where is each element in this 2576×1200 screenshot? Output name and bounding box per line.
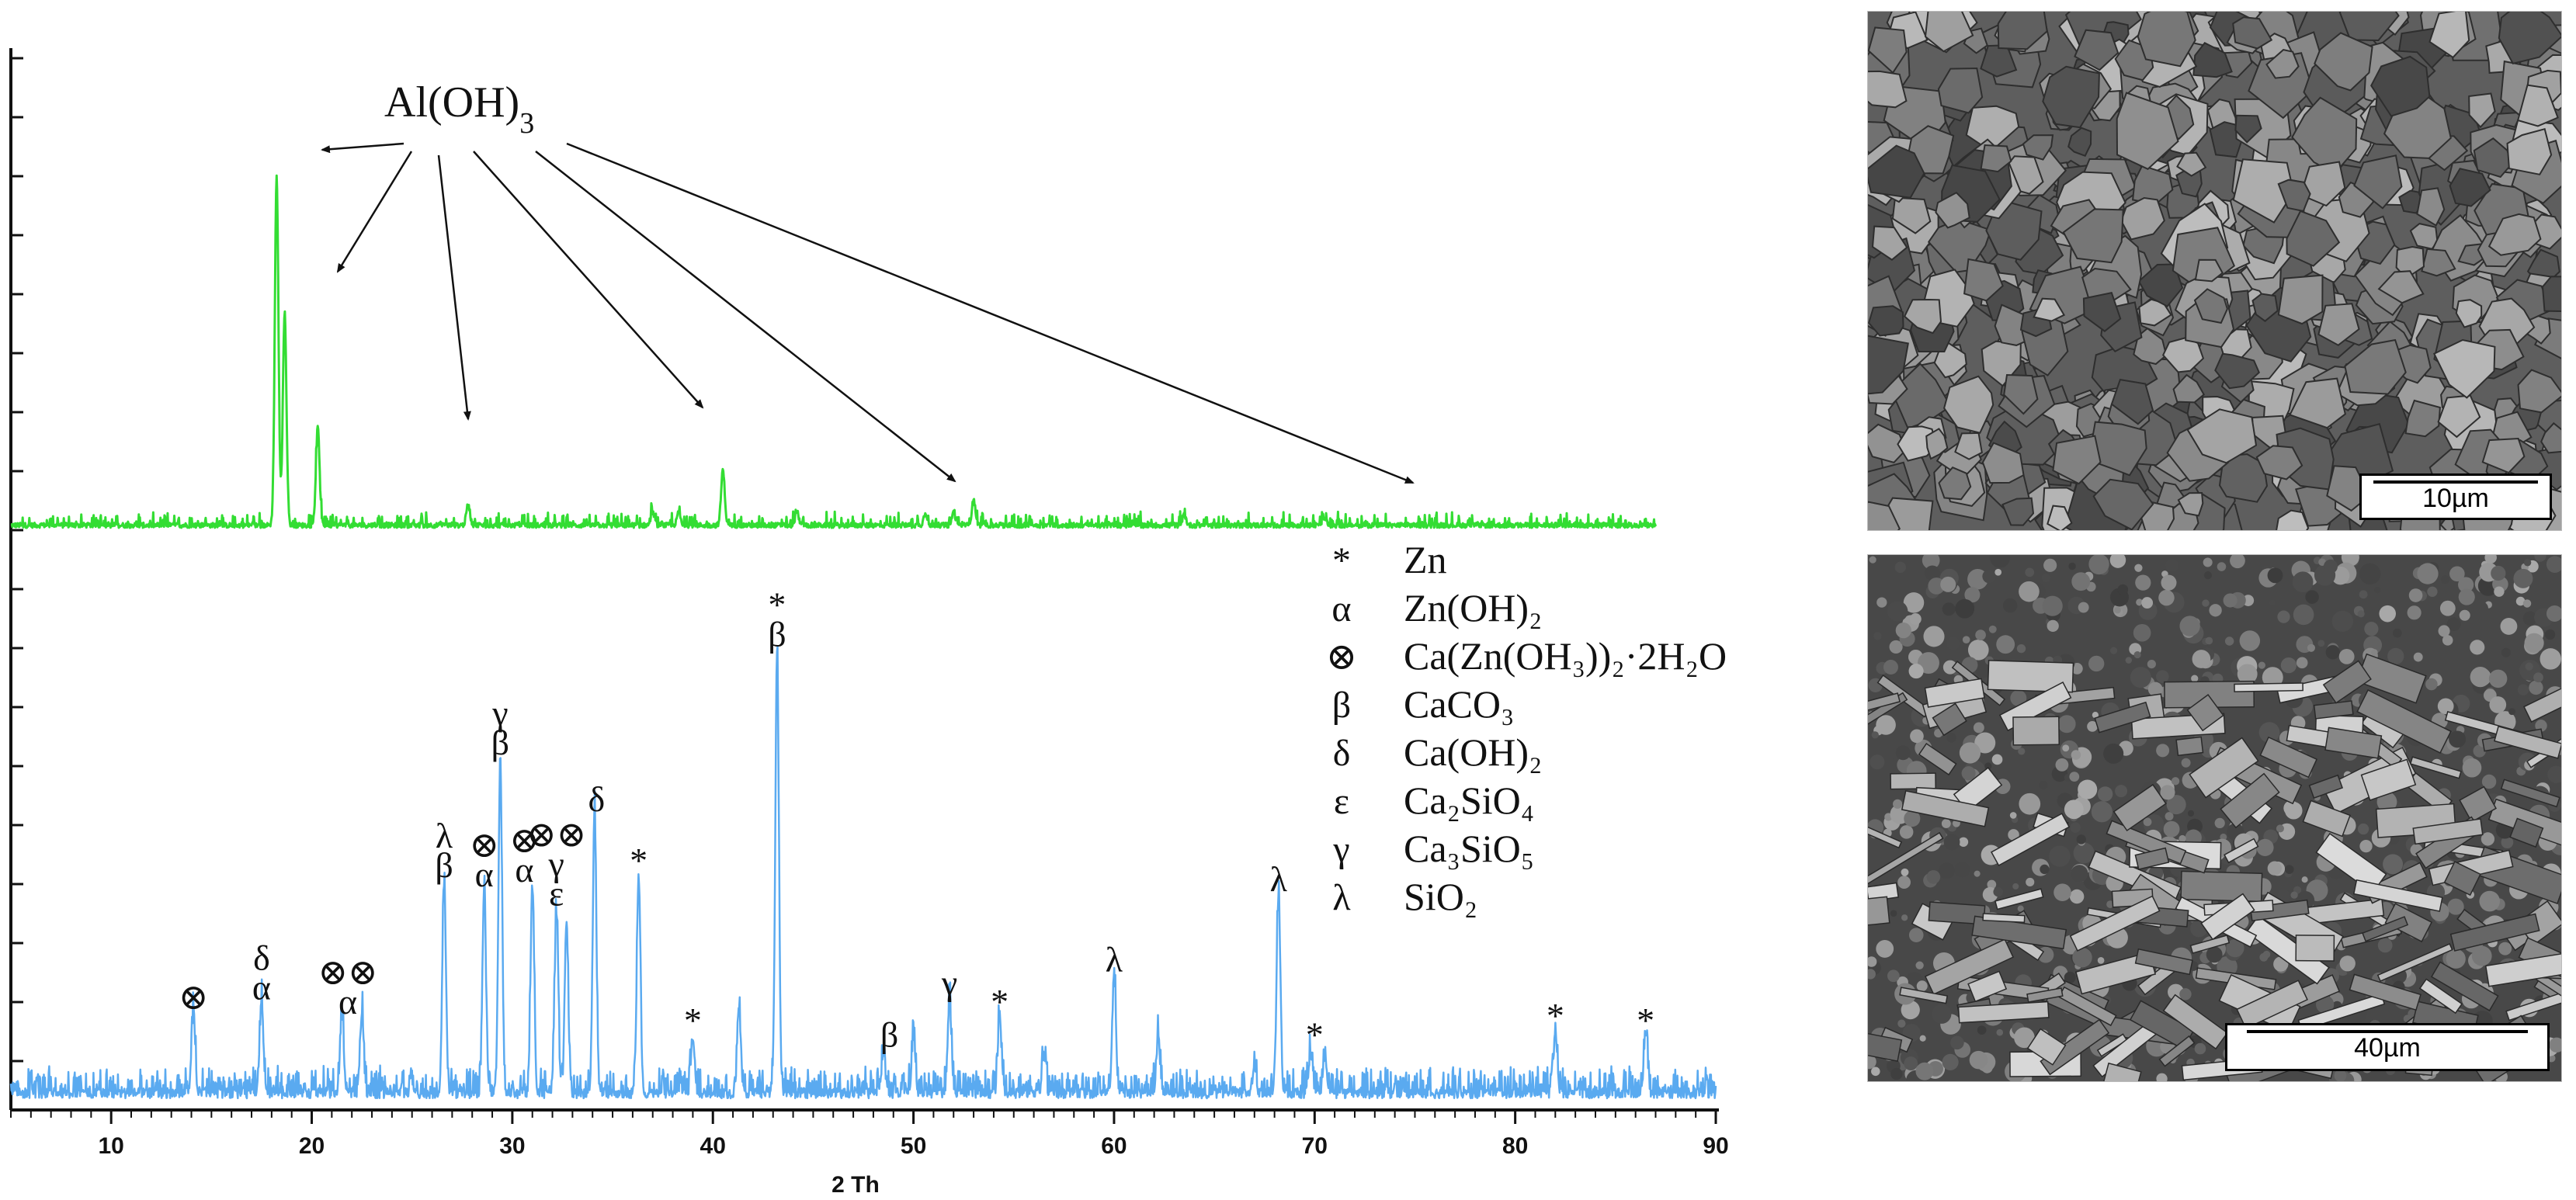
peak-label: λ [436, 816, 453, 855]
xrd-chart: Al(OH)3 ⊗δα ⊗⊗αλβ⊗αγβ⊗α⊗⊗γεδ***ββγ *λλ* * * … [9, 48, 1729, 1198]
legend-symbol: α [1331, 588, 1351, 629]
legend-symbol: λ [1332, 877, 1351, 918]
annotation-arrow [336, 151, 413, 273]
annotation-arrow [535, 151, 956, 483]
scale-bar-line [2246, 1030, 2529, 1033]
scale-bar-label: 10µm [2422, 484, 2489, 513]
aloh3-annotation: Al(OH)3 [321, 78, 1415, 484]
series-line [9, 645, 1717, 1100]
x-tick-label: 30 [499, 1133, 525, 1159]
peak-label: λ [1270, 859, 1288, 899]
x-tick-label: 50 [901, 1133, 926, 1159]
peak-label: β [768, 614, 786, 654]
peak-label: * [768, 584, 786, 624]
legend-label: Ca(OH)₂ [1404, 730, 1543, 774]
sem-image-bottom: 40µm [1867, 554, 2562, 1082]
scale-bar-label: 40µm [2354, 1033, 2421, 1063]
x-tick-label: 40 [700, 1133, 726, 1159]
x-tick-label: 80 [1502, 1133, 1528, 1159]
peak-label: γ [548, 844, 564, 883]
peak-label: * [1547, 996, 1564, 1035]
phase-legend: * Zn α Zn(OH)₂ ⊗ Ca(Zn(OH₃))₂·2H₂O β CaCO₃ δ Ca(O… [1326, 538, 1727, 918]
legend-label: CaCO₃ [1404, 682, 1514, 726]
annotation-arrow [566, 142, 1415, 484]
legend-symbol: ε [1334, 781, 1349, 822]
peak-label: β [435, 845, 453, 885]
peak-labels: ⊗δα ⊗⊗αλβ⊗αγβ⊗α⊗⊗γεδ***ββγ *λλ* * * [179, 584, 1654, 1054]
x-tick-label: 10 [98, 1133, 123, 1159]
peak-label: ε [549, 873, 564, 913]
scale-bar-top: 10µm [2359, 473, 2552, 520]
legend-symbol: * [1332, 540, 1351, 581]
legend-label: Ca₃SiO₅ [1404, 827, 1534, 870]
annotation-arrow [321, 142, 404, 154]
x-tick-label: 60 [1101, 1133, 1127, 1159]
series-line [10, 174, 1657, 529]
legend-label: Zn [1404, 538, 1447, 581]
peak-label: α [475, 855, 494, 894]
annotation-label: Al(OH)3 [384, 78, 534, 140]
x-tick-labels: 10 20 30 40 50 60 70 80 90 [98, 1133, 1728, 1159]
legend-symbol: δ [1333, 733, 1351, 774]
annotation-arrow [437, 154, 471, 421]
peak-label: δ [588, 779, 606, 819]
legend-label: SiO₂ [1404, 875, 1477, 918]
legend-symbol: γ [1332, 829, 1349, 870]
legend-label: Ca(Zn(OH₃))₂·2H₂O [1404, 634, 1727, 678]
blue-series [9, 645, 1717, 1100]
peak-label: ⊗⊗ [526, 814, 586, 854]
annotation-arrow [473, 151, 704, 409]
peak-label: ⊗ [469, 825, 499, 865]
peak-label: β [880, 1014, 898, 1054]
peak-label: * [630, 841, 647, 880]
peak-label: ⊗ [179, 977, 209, 1017]
x-tick-label: 20 [299, 1133, 325, 1159]
peak-label: λ [1106, 939, 1123, 979]
green-series [10, 174, 1657, 529]
peak-label: ⊗⊗ [318, 952, 377, 992]
peak-label: δ [253, 938, 270, 978]
x-axis-title: 2 Th [831, 1172, 880, 1198]
legend-label: Zn(OH)₂ [1404, 586, 1543, 629]
legend-label: Ca₂SiO₄ [1404, 779, 1534, 822]
peak-label: * [684, 1001, 702, 1040]
peak-label: ⊗ [509, 820, 540, 860]
legend-symbol: β [1332, 685, 1351, 726]
peak-label: * [1306, 1014, 1324, 1054]
peak-label: β [491, 723, 509, 762]
peak-label: γ [491, 693, 508, 733]
peak-label: α [515, 850, 533, 890]
scale-bar-line [2373, 480, 2539, 484]
chart-axes [9, 48, 1719, 1124]
peak-label: * [1637, 1001, 1654, 1040]
peak-label: γ [941, 963, 957, 1003]
scale-bar-bottom: 40µm [2225, 1023, 2550, 1071]
sem-image-top: 10µm [1867, 11, 2562, 531]
x-tick-label: 90 [1703, 1133, 1728, 1159]
x-tick-label: 70 [1302, 1133, 1328, 1159]
peak-label: α [252, 968, 271, 1008]
peak-label: * [991, 982, 1009, 1021]
legend-symbol: ⊗ [1326, 636, 1357, 678]
peak-label: α [338, 982, 357, 1021]
